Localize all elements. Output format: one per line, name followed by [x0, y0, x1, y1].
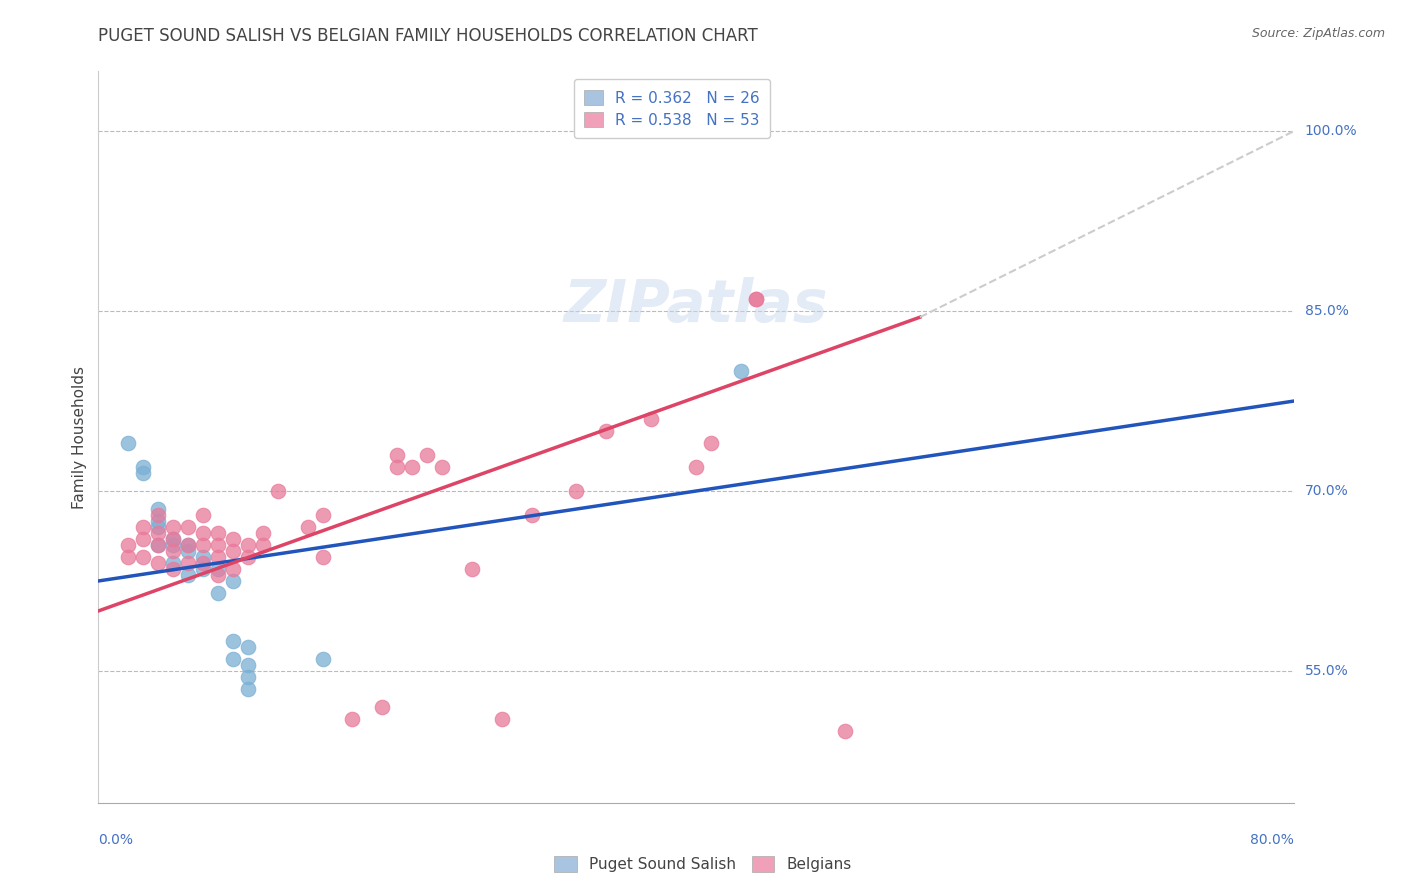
Point [132, 520, 155, 534]
Point [148, 556, 170, 570]
Point [132, 466, 155, 480]
Point [491, 712, 513, 726]
Point [162, 562, 184, 576]
Text: 55.0%: 55.0% [1305, 664, 1348, 678]
Point [207, 538, 229, 552]
Point [834, 723, 856, 738]
Point [640, 412, 662, 426]
Point [236, 657, 259, 672]
Point [430, 460, 453, 475]
Text: 80.0%: 80.0% [1250, 833, 1294, 847]
Point [252, 538, 274, 552]
Point [520, 508, 543, 522]
Point [371, 699, 394, 714]
Y-axis label: Family Households: Family Households [72, 366, 87, 508]
Point [177, 544, 200, 558]
Text: 70.0%: 70.0% [1305, 484, 1348, 498]
Point [148, 526, 170, 541]
Point [700, 436, 723, 450]
Point [148, 508, 170, 522]
Point [132, 460, 155, 475]
Point [191, 562, 214, 576]
Point [222, 544, 245, 558]
Text: 85.0%: 85.0% [1305, 304, 1348, 318]
Point [132, 549, 155, 564]
Point [177, 568, 200, 582]
Point [207, 586, 229, 600]
Point [236, 681, 259, 696]
Point [565, 483, 588, 498]
Point [177, 556, 200, 570]
Point [132, 532, 155, 546]
Point [162, 520, 184, 534]
Text: 0.0%: 0.0% [98, 833, 134, 847]
Point [207, 562, 229, 576]
Point [177, 538, 200, 552]
Point [745, 292, 768, 306]
Text: PUGET SOUND SALISH VS BELGIAN FAMILY HOUSEHOLDS CORRELATION CHART: PUGET SOUND SALISH VS BELGIAN FAMILY HOU… [98, 27, 758, 45]
Point [162, 544, 184, 558]
Text: Source: ZipAtlas.com: Source: ZipAtlas.com [1251, 27, 1385, 40]
Text: 100.0%: 100.0% [1305, 124, 1357, 138]
Point [311, 508, 333, 522]
Point [207, 568, 229, 582]
Point [222, 532, 245, 546]
Point [148, 538, 170, 552]
Point [191, 526, 214, 541]
Point [222, 574, 245, 588]
Point [236, 538, 259, 552]
Point [148, 538, 170, 552]
Point [162, 532, 184, 546]
Point [222, 652, 245, 666]
Point [401, 460, 423, 475]
Point [311, 549, 333, 564]
Point [236, 670, 259, 684]
Point [191, 549, 214, 564]
Point [267, 483, 290, 498]
Point [385, 448, 409, 462]
Legend: R = 0.362   N = 26, R = 0.538   N = 53: R = 0.362 N = 26, R = 0.538 N = 53 [574, 79, 770, 138]
Point [222, 634, 245, 648]
Point [117, 538, 139, 552]
Point [207, 526, 229, 541]
Legend: Puget Sound Salish, Belgians: Puget Sound Salish, Belgians [547, 848, 859, 880]
Point [252, 526, 274, 541]
Point [297, 520, 319, 534]
Point [191, 538, 214, 552]
Point [162, 538, 184, 552]
Point [207, 549, 229, 564]
Point [222, 562, 245, 576]
Point [685, 460, 707, 475]
Point [117, 436, 139, 450]
Point [745, 292, 768, 306]
Point [148, 514, 170, 528]
Point [236, 549, 259, 564]
Point [385, 460, 409, 475]
Point [595, 424, 617, 438]
Point [177, 520, 200, 534]
Point [148, 520, 170, 534]
Point [177, 538, 200, 552]
Point [162, 532, 184, 546]
Text: ZIPatlas: ZIPatlas [564, 277, 828, 334]
Point [191, 508, 214, 522]
Point [236, 640, 259, 654]
Point [191, 556, 214, 570]
Point [162, 556, 184, 570]
Point [461, 562, 484, 576]
Point [117, 549, 139, 564]
Point [416, 448, 439, 462]
Point [148, 502, 170, 516]
Point [730, 364, 752, 378]
Point [342, 712, 364, 726]
Point [311, 652, 333, 666]
